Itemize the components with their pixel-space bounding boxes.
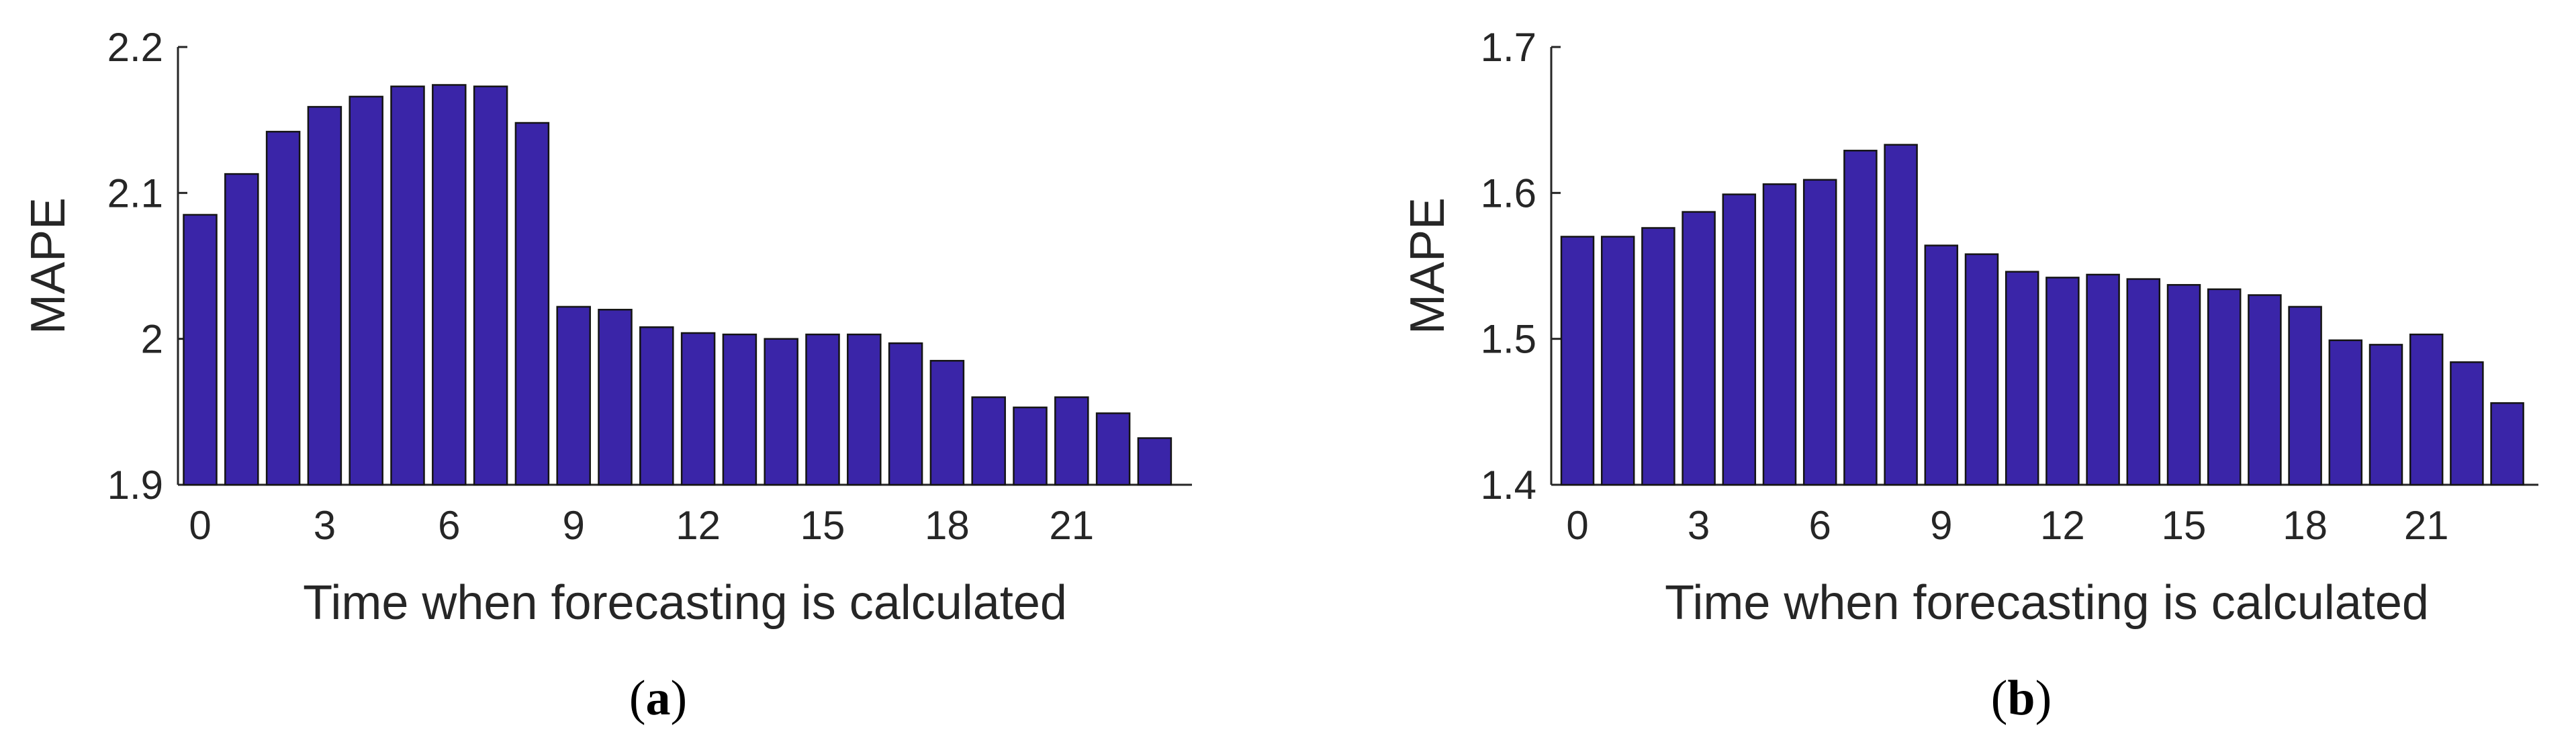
bar [390, 85, 425, 486]
x-tick-label: 0 [1566, 503, 1588, 548]
y-tick-label: 1.5 [1481, 317, 1536, 362]
x-tick-label: 3 [1688, 503, 1710, 548]
y-tick-label: 1.9 [107, 463, 163, 508]
x-tick-group: 0 3 6 9 12 15 18 21 [189, 475, 1094, 548]
bar [1924, 244, 1959, 486]
x-tick-label: 21 [2404, 503, 2449, 548]
y-tick-label: 2 [141, 317, 163, 362]
bar [556, 306, 591, 486]
bar [680, 332, 716, 486]
bar [473, 85, 508, 486]
bar [2368, 344, 2403, 486]
panel-label-close: ) [2035, 671, 2052, 726]
bar [2248, 294, 2282, 486]
bar [722, 333, 757, 486]
y-tick-label: 2.1 [107, 171, 163, 216]
panel-label-letter: b [2007, 671, 2035, 726]
bar [1560, 236, 1595, 486]
panel-label-b: (b) [1991, 671, 2052, 726]
bar [1682, 211, 1716, 486]
bar [2288, 306, 2322, 486]
bar [2450, 361, 2484, 486]
y-tick-label: 2.2 [107, 25, 163, 70]
bar [764, 338, 798, 486]
y-tick-label: 1.7 [1481, 25, 1536, 70]
bar [805, 333, 840, 486]
bar [514, 122, 550, 486]
x-tick-label: 12 [676, 503, 721, 548]
chart-panel-a: 1.9 2 2.1 2.2 0 3 6 9 12 15 18 21 MAPE Time when f… [21, 25, 1192, 726]
bar [1802, 179, 1837, 486]
x-tick-label: 21 [1049, 503, 1094, 548]
y-tick-group: 1.9 2 2.1 2.2 [107, 25, 187, 508]
bar [888, 342, 923, 486]
x-tick-label: 15 [2162, 503, 2207, 548]
bar-group [183, 84, 1172, 486]
bar [929, 360, 965, 486]
bar [2166, 284, 2201, 486]
bar [1884, 144, 1918, 486]
bar [1641, 227, 1675, 486]
y-axis-label: MAPE [21, 197, 75, 334]
bar [1762, 183, 1797, 486]
bar [307, 105, 342, 486]
x-tick-label: 9 [563, 503, 585, 548]
x-tick-label: 12 [2040, 503, 2085, 548]
y-tick-label: 1.6 [1481, 171, 1536, 216]
x-tick-label: 3 [314, 503, 336, 548]
x-tick-label: 18 [2283, 503, 2328, 548]
x-tick-label: 6 [438, 503, 460, 548]
y-tick-label: 1.4 [1481, 463, 1536, 508]
chart-panel-b: 1.4 1.5 1.6 1.7 0 3 6 9 12 15 18 21 MAPE Time when… [1401, 25, 2538, 726]
y-axis-label: MAPE [1401, 197, 1455, 334]
bar [2126, 278, 2161, 486]
bar [598, 308, 633, 486]
bar [349, 95, 383, 486]
bar [847, 333, 882, 486]
bar [2490, 402, 2524, 486]
bar [2328, 339, 2363, 486]
bar [265, 130, 301, 486]
bar [432, 84, 467, 486]
panel-label-open: ( [629, 671, 646, 726]
bar [183, 214, 218, 486]
bar [1013, 406, 1048, 486]
bar [224, 173, 259, 486]
panel-label-letter: a [646, 671, 671, 726]
panel-label-close: ) [671, 671, 688, 726]
bar [1600, 236, 1635, 486]
panel-label-a: (a) [629, 671, 687, 726]
bar [639, 326, 674, 486]
x-tick-label: 15 [800, 503, 845, 548]
bar [2409, 333, 2444, 486]
y-tick-group: 1.4 1.5 1.6 1.7 [1481, 25, 1561, 508]
bar [971, 396, 1006, 486]
bar [2207, 288, 2242, 486]
panel-label-open: ( [1991, 671, 2008, 726]
bar [1137, 437, 1172, 486]
x-tick-label: 6 [1809, 503, 1831, 548]
bar [2005, 271, 2039, 486]
bar [2045, 277, 2080, 486]
x-tick-label: 9 [1930, 503, 1952, 548]
bar-group [1560, 144, 2524, 486]
bar [1722, 193, 1757, 486]
x-axis-label: Time when forecasting is calculated [303, 576, 1067, 630]
x-tick-label: 18 [925, 503, 970, 548]
x-tick-label: 0 [189, 503, 211, 548]
bar [1095, 412, 1131, 486]
bar [1964, 253, 1999, 486]
bar [1843, 150, 1878, 486]
bar [2086, 273, 2120, 486]
x-tick-group: 0 3 6 9 12 15 18 21 [1566, 475, 2449, 548]
bar [1054, 396, 1089, 486]
x-axis-label: Time when forecasting is calculated [1665, 576, 2429, 630]
